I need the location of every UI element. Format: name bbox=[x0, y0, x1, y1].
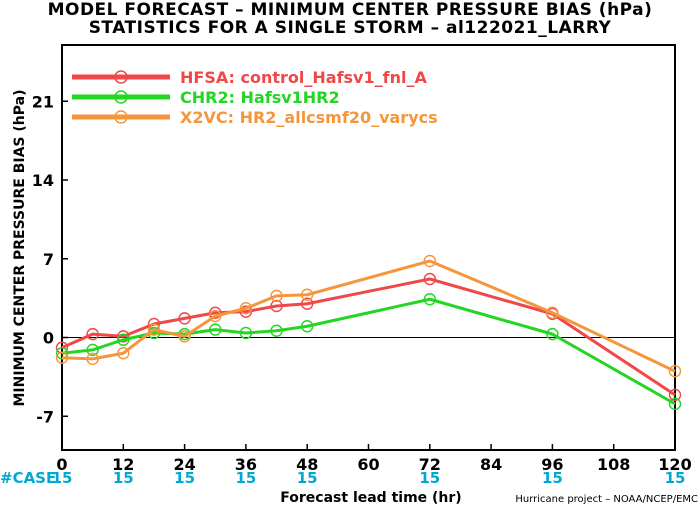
case-count: 15 bbox=[665, 469, 686, 487]
data-point bbox=[668, 397, 682, 411]
data-point bbox=[668, 365, 682, 378]
data-point bbox=[55, 351, 69, 364]
x-tick-label: 60 bbox=[357, 455, 379, 474]
data-point bbox=[301, 320, 314, 333]
y-tick-label: 0 bbox=[43, 329, 54, 348]
data-point bbox=[270, 289, 283, 303]
x-axis-label: Forecast lead time (hr) bbox=[280, 490, 461, 506]
data-point bbox=[117, 330, 130, 343]
case-count: 15 bbox=[174, 469, 195, 487]
legend-marker bbox=[114, 70, 128, 84]
credit-text: Hurricane project – NOAA/NCEP/EMC bbox=[515, 494, 698, 505]
data-point bbox=[86, 327, 99, 341]
data-point bbox=[209, 306, 222, 319]
data-point bbox=[86, 352, 99, 366]
data-point bbox=[86, 343, 99, 357]
case-label: #CASE bbox=[0, 469, 56, 487]
data-point bbox=[423, 254, 436, 268]
data-point bbox=[270, 299, 283, 313]
data-point bbox=[546, 327, 559, 341]
x-tick-label: 120 bbox=[658, 455, 691, 474]
chart-title: MODEL FORECAST – MINIMUM CENTER PRESSURE… bbox=[47, 0, 653, 20]
plot-frame bbox=[61, 44, 676, 451]
y-tick-label: -7 bbox=[36, 407, 54, 426]
case-count: 15 bbox=[542, 469, 563, 487]
series-line-3 bbox=[61, 259, 676, 373]
legend-marker bbox=[114, 90, 128, 104]
case-count: 15 bbox=[419, 469, 440, 487]
x-tick-label: 36 bbox=[235, 455, 257, 474]
series-line-2 bbox=[61, 297, 676, 406]
data-point bbox=[209, 309, 222, 323]
data-point bbox=[239, 302, 253, 315]
series-line-1 bbox=[61, 277, 676, 397]
data-point bbox=[270, 324, 283, 337]
x-tick-label: 96 bbox=[541, 455, 563, 474]
data-point bbox=[117, 333, 130, 346]
y-axis-label: MINIMUM CENTER PRESSURE BIAS (hPa) bbox=[12, 90, 28, 407]
data-point bbox=[178, 312, 191, 325]
y-tick-label: 7 bbox=[43, 250, 54, 269]
x-tick-label: 72 bbox=[419, 455, 441, 474]
data-point bbox=[423, 272, 436, 286]
data-point bbox=[178, 330, 191, 343]
data-point bbox=[209, 323, 222, 336]
legend-marker bbox=[114, 110, 128, 124]
data-point bbox=[668, 388, 682, 402]
case-count: 15 bbox=[235, 469, 256, 487]
x-tick-label: 108 bbox=[597, 455, 630, 474]
y-tick-label: 21 bbox=[32, 92, 54, 111]
case-count: 15 bbox=[52, 469, 73, 487]
data-point bbox=[239, 326, 253, 340]
data-point bbox=[546, 306, 559, 319]
x-tick-label: 12 bbox=[112, 455, 134, 474]
legend-label: HFSA: control_Hafsv1_fnl_A bbox=[180, 68, 427, 87]
data-point bbox=[239, 305, 253, 318]
data-point bbox=[301, 288, 314, 301]
x-tick-label: 48 bbox=[296, 455, 318, 474]
data-point bbox=[147, 323, 161, 336]
case-count: 15 bbox=[297, 469, 318, 487]
chart-subtitle: STATISTICS FOR A SINGLE STORM – al122021… bbox=[88, 18, 612, 38]
case-count: 15 bbox=[113, 469, 134, 487]
x-tick-label: 24 bbox=[173, 455, 195, 474]
data-point bbox=[301, 297, 314, 310]
y-tick-label: 14 bbox=[32, 171, 54, 190]
legend-label: X2VC: HR2_allcsmf20_varycs bbox=[180, 108, 438, 127]
data-point bbox=[423, 293, 436, 306]
x-tick-label: 84 bbox=[480, 455, 502, 474]
x-tick-label: 0 bbox=[56, 455, 67, 474]
data-point bbox=[117, 347, 130, 360]
legend-label: CHR2: Hafsv1HR2 bbox=[180, 88, 340, 107]
